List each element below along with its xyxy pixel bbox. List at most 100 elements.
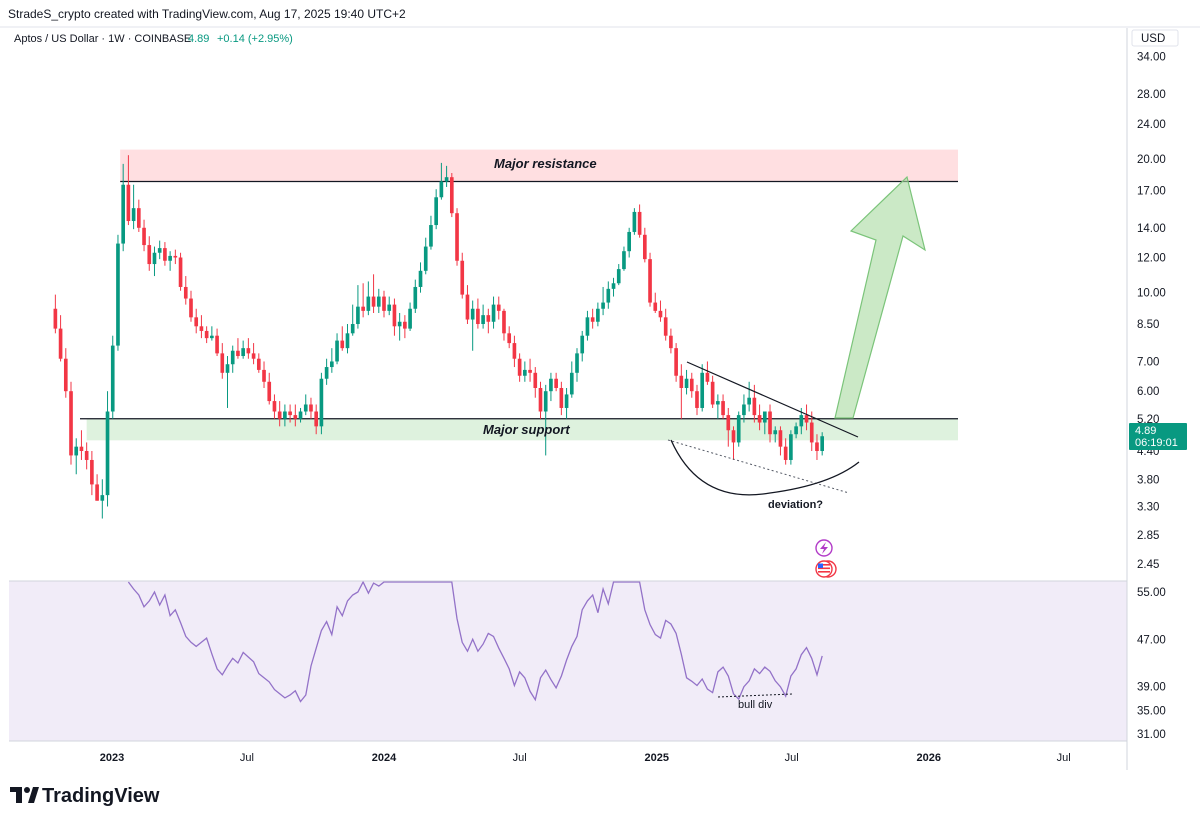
candle-body (679, 375, 684, 388)
candle-body (543, 391, 548, 412)
candle-body (324, 367, 329, 379)
candle-body (121, 184, 126, 244)
price-tick-label: 17.00 (1137, 185, 1166, 197)
candle-body (183, 286, 188, 299)
candle-body (601, 302, 605, 309)
deviation-arc[interactable] (670, 439, 860, 496)
time-tick-label: 2025 (645, 752, 669, 764)
candle-body (204, 330, 209, 339)
main-pane-background[interactable] (9, 28, 1127, 581)
candle-body (246, 348, 251, 354)
major-resistance-label: Major resistance (494, 156, 597, 171)
candle-body (590, 317, 595, 322)
candle-body (272, 401, 277, 412)
candle-body (392, 304, 397, 327)
candle-body (538, 387, 543, 412)
candle-body (63, 358, 68, 392)
time-axis-ticks: 2023 Jul 2024 Jul 2025 Jul 2026 Jul (100, 752, 1071, 764)
time-tick-label: 2026 (917, 752, 941, 764)
price-tick-label: 14.00 (1137, 223, 1166, 235)
candle-body (736, 415, 741, 443)
candle-body (95, 484, 99, 501)
candle-body (794, 426, 798, 435)
candle-body (710, 381, 715, 405)
price-axis-ticks: 34.00 28.00 24.00 20.00 17.00 14.00 12.00 10.00… (1137, 52, 1166, 571)
candle-body (408, 308, 412, 329)
deviation-label: deviation? (768, 499, 823, 511)
descending-trendline[interactable] (686, 361, 859, 438)
candle-body (439, 181, 444, 198)
candle-body (481, 315, 485, 325)
rsi-tick-label: 31.00 (1137, 729, 1166, 741)
candle-body (288, 411, 292, 416)
candle-body (236, 350, 240, 357)
candle-body (225, 364, 230, 373)
candle-body (778, 430, 783, 447)
candle-body (350, 324, 355, 334)
candle-body (303, 404, 308, 412)
candle-body (251, 353, 256, 359)
price-tick-label: 6.00 (1137, 386, 1159, 398)
candle-body (215, 335, 219, 354)
currency-button[interactable] (1131, 29, 1179, 47)
time-tick-label: Jul (785, 752, 799, 764)
rsi-line (127, 580, 823, 703)
candle-body (382, 296, 386, 311)
candle-body (496, 304, 501, 311)
candle-body (804, 415, 809, 423)
candle-body (684, 378, 689, 388)
tradingview-logo-icon (10, 787, 39, 803)
rsi-tick-label: 35.00 (1137, 705, 1166, 717)
bullish-arrow[interactable] (834, 175, 926, 419)
price-tick-label: 24.00 (1137, 119, 1166, 131)
chart-credit: StradeS_crypto created with TradingView.… (8, 7, 406, 21)
bar-countdown: 06:19:01 (1135, 437, 1178, 449)
rsi-tick-label: 39.00 (1137, 682, 1166, 694)
candle-body (90, 459, 94, 485)
candle-body (168, 255, 172, 261)
candle-body (502, 310, 506, 334)
tradingview-brand: TradingView (42, 785, 160, 807)
rsi-tick-label: 47.00 (1137, 634, 1166, 646)
price-tick-label: 5.20 (1137, 414, 1159, 426)
candle-body (335, 340, 339, 362)
time-tick-label: Jul (1057, 752, 1071, 764)
candle-body (465, 294, 470, 320)
candle-body (157, 248, 162, 253)
candle-body (309, 404, 313, 412)
candle-body (429, 225, 433, 247)
candle-body (762, 411, 767, 423)
candle-body (173, 255, 178, 258)
candle-body (752, 397, 757, 416)
candle-body (768, 411, 772, 435)
candle-body (799, 415, 804, 427)
candle-body (116, 243, 120, 346)
price-tick-label: 10.00 (1137, 288, 1166, 300)
candle-body (523, 369, 527, 376)
time-tick-label: Jul (240, 752, 254, 764)
candle-body (606, 288, 611, 303)
price-change-legend: +0.14 (+2.95%) (217, 33, 293, 45)
candle-body (163, 248, 167, 261)
lightning-event-icon[interactable] (815, 539, 833, 557)
symbol-legend[interactable]: Aptos / US Dollar · 1W · COINBASE (14, 33, 191, 45)
price-tick-label: 34.00 (1137, 52, 1166, 64)
candle-body (726, 415, 731, 431)
candle-body (267, 381, 272, 402)
candle-body (533, 372, 538, 388)
current-price-tag: 4.89 06:19:01 (1129, 423, 1187, 450)
candle-body (658, 310, 663, 318)
candle-body (507, 333, 512, 344)
rsi-pane-background[interactable] (9, 581, 1127, 741)
price-tick-label: 7.00 (1137, 356, 1159, 368)
us-flag-event-icon[interactable] (815, 560, 837, 578)
candle-body (674, 348, 678, 376)
rsi-layer (127, 580, 823, 703)
candle-body (554, 378, 558, 388)
bull-divergence-line[interactable] (717, 693, 793, 698)
candle-body (105, 411, 110, 496)
price-tick-label: 3.80 (1137, 474, 1159, 486)
candle-body (773, 430, 778, 435)
candle-body (616, 269, 621, 284)
